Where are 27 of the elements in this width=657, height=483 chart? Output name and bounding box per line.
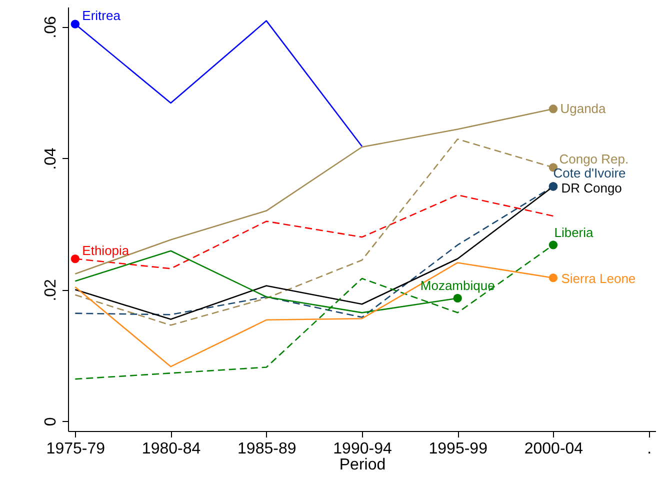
x-tick-label: 1985-89 xyxy=(238,440,296,458)
annotation: Liberia xyxy=(554,224,594,240)
y-tick-label: .06 xyxy=(42,16,60,38)
x-tick-label: . xyxy=(647,440,652,458)
point xyxy=(548,274,558,282)
point xyxy=(548,240,558,250)
y-tick-label: 0 xyxy=(42,417,60,426)
y-tick-label: .02 xyxy=(42,278,60,302)
point xyxy=(453,294,462,303)
x-tick-label: 1990-94 xyxy=(333,440,392,458)
annotation: DR Congo xyxy=(561,180,622,196)
point xyxy=(70,254,80,264)
x-tick-label: 1980-84 xyxy=(142,440,201,458)
annotation: Ethiopia xyxy=(82,242,130,258)
point xyxy=(548,104,558,114)
x-tick-label: 1975-79 xyxy=(46,440,106,458)
annotation: Congo Rep. xyxy=(559,151,629,166)
annotation: Eritrea xyxy=(82,8,122,24)
x-tick-label: 1995-99 xyxy=(428,440,488,458)
annotation: Cote d'Ivoire xyxy=(553,165,626,180)
annotation: Sierra Leone xyxy=(561,270,636,286)
y-tick-label: .04 xyxy=(42,147,60,170)
x-tick-label: 2000-04 xyxy=(524,440,584,458)
x-axis-title: Period xyxy=(339,456,386,474)
annotation: Mozambique xyxy=(420,278,495,294)
point xyxy=(70,20,80,28)
annotation: Uganda xyxy=(560,100,607,116)
